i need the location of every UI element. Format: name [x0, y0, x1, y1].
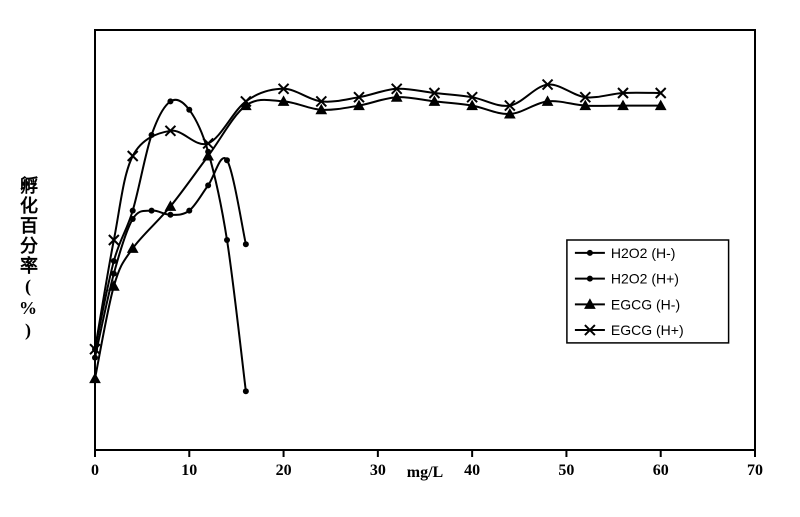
marker-dot	[243, 388, 249, 394]
x-axis-title: mg/L	[407, 464, 443, 481]
legend-label: H2O2 (H+)	[611, 271, 679, 287]
x-tick-label: 0	[91, 462, 99, 479]
marker-dot	[92, 355, 98, 361]
x-tick-label: 20	[276, 462, 292, 479]
marker-dot	[167, 98, 173, 104]
x-tick-label: 10	[181, 462, 197, 479]
marker-dot	[587, 250, 593, 256]
marker-dot	[111, 271, 117, 277]
chart-container: 孵化百分率(%) 010203040506070mg/LH2O2 (H-)H2O…	[0, 0, 800, 517]
marker-dot	[130, 208, 136, 214]
x-tick-label: 70	[747, 462, 763, 479]
legend-label: H2O2 (H-)	[611, 245, 676, 261]
marker-triangle	[90, 374, 100, 383]
legend-label: EGCG (H+)	[611, 322, 684, 338]
marker-dot	[130, 216, 136, 222]
marker-dot	[149, 208, 155, 214]
marker-dot	[224, 237, 230, 243]
x-tick-label: 30	[370, 462, 386, 479]
x-tick-label: 50	[558, 462, 574, 479]
marker-dot	[205, 182, 211, 188]
legend-label: EGCG (H-)	[611, 296, 680, 312]
marker-dot	[186, 107, 192, 113]
chart-svg: 0 10 20 30 40 50 60 70 mg/L H2O2 (H-) H2O2 (H+) EGC…	[0, 0, 800, 517]
marker-dot	[224, 157, 230, 163]
marker-dot	[243, 241, 249, 247]
x-tick-label: 60	[653, 462, 669, 479]
marker-dot	[167, 212, 173, 218]
series-H2O2 (H+)	[95, 158, 246, 358]
marker-dot	[186, 208, 192, 214]
series-H2O2 (H-)	[95, 100, 246, 391]
marker-dot	[587, 276, 593, 282]
x-tick-label: 40	[464, 462, 480, 479]
